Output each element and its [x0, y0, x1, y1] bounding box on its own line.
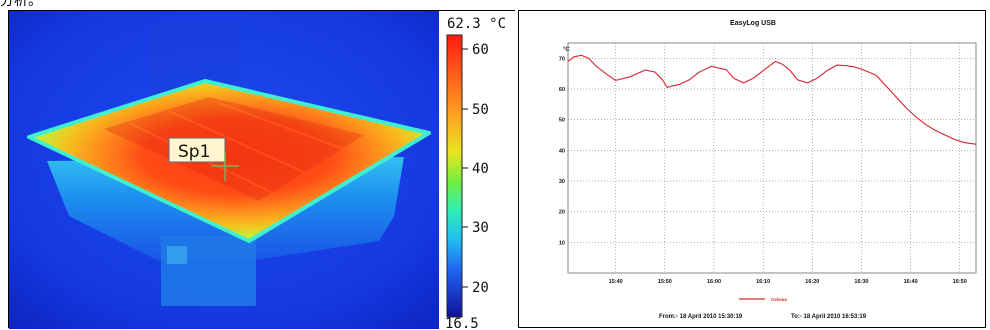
- date-from: From:- 18 April 2010 15:30:19: [659, 314, 743, 320]
- temperature-line-chart: EasyLog USB °C 10 20 30 40 50 60 70 15:40 15:50…: [559, 20, 977, 320]
- scale-tick-20: 20: [472, 280, 489, 296]
- x-tick-labels: 15:40 15:50 16:00 16:10 16:20 16:30 16:40 16:50: [609, 279, 967, 285]
- spot-crosshair: [211, 152, 239, 181]
- plot-frame: [567, 42, 977, 274]
- chart-grid: [568, 43, 976, 273]
- y-tick-label: 20: [559, 210, 565, 216]
- scale-max-label: 62.3 °C: [447, 16, 506, 32]
- y-tick-label: 70: [559, 56, 565, 62]
- y-tick-label: 50: [559, 118, 565, 124]
- x-tick-label: 16:50: [953, 279, 967, 285]
- scale-ticks: 60 50 40 30 20: [462, 42, 489, 296]
- scale-tick-50: 50: [472, 102, 489, 118]
- legend-label: Celsius: [771, 297, 788, 302]
- x-tick-label: 16:40: [904, 279, 918, 285]
- x-tick-label: 15:50: [658, 279, 672, 285]
- y-tick-label: 60: [559, 87, 565, 93]
- y-tick-label: 10: [559, 240, 565, 246]
- x-tick-label: 16:30: [854, 279, 868, 285]
- cropped-caption: 分析。: [0, 0, 42, 9]
- x-tick-label: 16:00: [707, 279, 721, 285]
- y-axis-unit: °C: [563, 47, 570, 53]
- box-lid-hotspot: [27, 79, 431, 243]
- x-tick-label: 16:20: [805, 279, 819, 285]
- easylog-chart-panel: EasyLog USB °C 10 20 30 40 50 60 70 15:40 15:50…: [518, 10, 986, 328]
- scale-tick-40: 40: [472, 161, 489, 177]
- spot-label-box: [168, 137, 226, 163]
- y-tick-label: 30: [559, 179, 565, 185]
- y-tick-label: 40: [559, 148, 565, 154]
- series-line-celsius: [567, 54, 977, 145]
- date-to: To:- 18 April 2010 16:53:19: [791, 314, 867, 320]
- y-tick-labels: 10 20 30 40 50 60 70: [559, 56, 565, 246]
- scale-tick-30: 30: [472, 220, 489, 236]
- x-tick-label: 16:10: [756, 279, 770, 285]
- series-layer: [567, 54, 977, 145]
- chart-title: EasyLog USB: [730, 20, 776, 27]
- thermal-image-panel: Sp1 62.3 °C 16.5 60 50 40 30 20: [8, 10, 516, 329]
- color-scale-bar: [446, 34, 463, 318]
- spot-label: Sp1: [178, 142, 210, 162]
- thermal-image: Sp1 62.3 °C 16.5 60 50 40 30 20: [9, 11, 516, 329]
- x-tick-label: 15:40: [609, 279, 623, 285]
- scale-min-label: 16.5: [445, 316, 479, 329]
- scale-tick-60: 60: [472, 42, 489, 58]
